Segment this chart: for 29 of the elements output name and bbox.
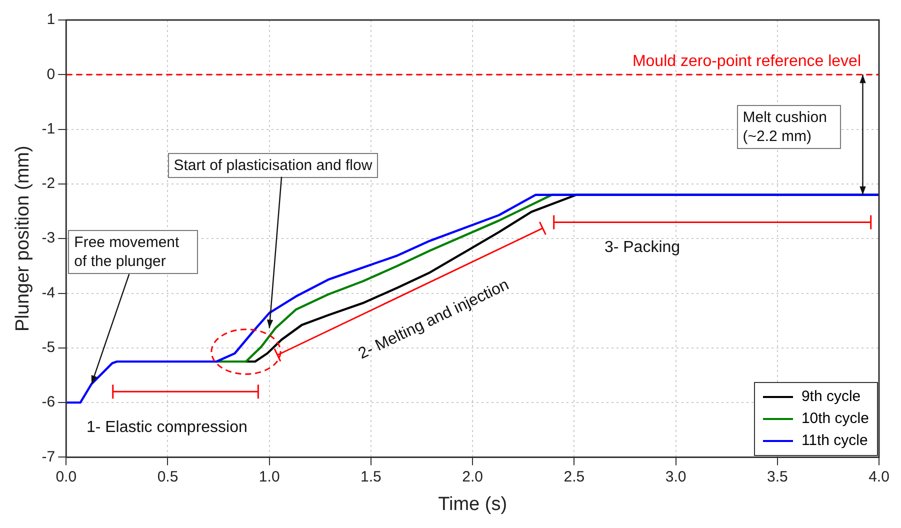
y-tick-label: -6 <box>42 394 56 411</box>
y-tick-label: -5 <box>42 339 56 356</box>
annotation: Start of plasticisation and flow <box>168 152 378 178</box>
y-tick-label: -2 <box>42 175 56 192</box>
y-axis-title: Plunger position (mm) <box>12 146 34 332</box>
annotation: Free movement of the plunger <box>68 230 198 274</box>
x-tick-label: 0.5 <box>157 468 178 486</box>
y-tick-label: 1 <box>46 11 56 28</box>
x-tick-label: 0.0 <box>56 468 77 486</box>
x-tick-label: 1.5 <box>360 468 382 486</box>
legend-label: 9th cycle <box>801 387 861 408</box>
legend-label: 11th cycle <box>801 431 868 452</box>
y-tick-label: -4 <box>42 284 56 302</box>
y-tick-label: -7 <box>42 448 56 466</box>
y-tick-label: -3 <box>42 230 56 247</box>
x-tick-label: 4.0 <box>868 468 890 486</box>
annotation: 3- Packing <box>604 238 680 257</box>
x-tick-label: 2.0 <box>462 468 483 486</box>
annotation: Melt cushion (~2.2 mm) <box>736 105 841 150</box>
legend-label: 10th cycle <box>801 409 869 430</box>
annotation: 1- Elastic compression <box>86 418 248 437</box>
y-tick-label: -1 <box>42 120 56 138</box>
x-tick-label: 2.5 <box>564 468 585 486</box>
x-tick-label: 3.0 <box>665 468 686 486</box>
x-tick-label: 1.0 <box>258 468 280 486</box>
y-tick-label: 0 <box>46 66 56 83</box>
x-axis-title: Time (s) <box>438 494 508 515</box>
x-tick-label: 3.5 <box>766 468 788 486</box>
ref-line-label: Mould zero-point reference level <box>632 53 861 70</box>
